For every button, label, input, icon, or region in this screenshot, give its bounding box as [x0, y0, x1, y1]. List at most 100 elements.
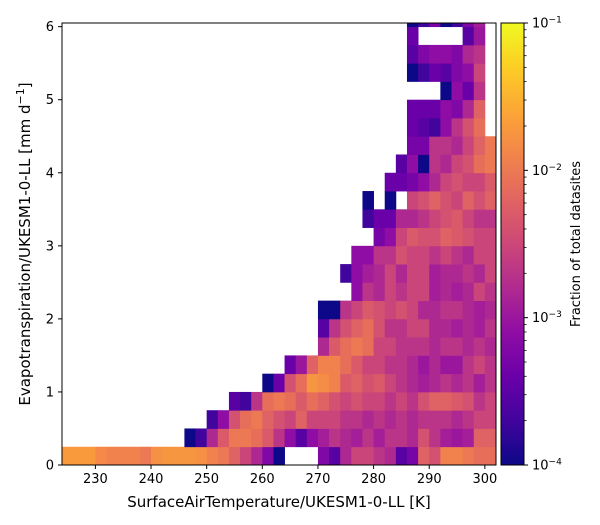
heatmap-cell [440, 63, 452, 82]
heatmap-cell [429, 209, 441, 228]
heatmap-cell [440, 136, 452, 155]
heatmap-cell [373, 355, 386, 375]
heatmap-cell [462, 81, 475, 101]
x-axis: 230 240 250 260 270 280 290 300 [83, 465, 497, 487]
heatmap-cell [228, 428, 241, 448]
heatmap-cell [418, 355, 430, 375]
heatmap-cell [395, 446, 408, 466]
heatmap-cell [117, 446, 130, 466]
heatmap-cell [306, 410, 319, 429]
heatmap-cell [429, 300, 441, 320]
heatmap-cell [395, 428, 408, 448]
heatmap-cell [484, 282, 497, 302]
heatmap-cell [418, 264, 430, 283]
heatmap-cell [429, 191, 441, 210]
heatmap-cell [440, 282, 452, 302]
heatmap-cell [429, 117, 441, 137]
heatmap-cell [418, 136, 430, 155]
heatmap-cell [262, 410, 274, 429]
heatmap-cell [462, 318, 475, 338]
heatmap-cell [184, 446, 196, 466]
heatmap-cell [440, 264, 452, 283]
colorbar-label: Fraction of total datasites [569, 161, 584, 327]
heatmap-cell [340, 355, 352, 375]
heatmap-cell [429, 99, 441, 119]
heatmap-cell [406, 136, 419, 155]
y-tick-label: 3 [46, 239, 54, 254]
heatmap-cell [406, 355, 419, 375]
heatmap-cell [240, 391, 252, 411]
heatmap-cell [406, 23, 419, 28]
heatmap-cell [139, 446, 152, 466]
heatmap-cell [462, 337, 475, 356]
heatmap-cell [451, 446, 464, 466]
heatmap-cell [451, 227, 464, 247]
colorbar-tick-label: 10−1 [532, 16, 562, 32]
heatmap-cell [473, 172, 486, 192]
heatmap-cell [173, 446, 185, 466]
heatmap-cell [473, 209, 486, 228]
heatmap-cell [473, 282, 486, 302]
heatmap-cell [284, 410, 297, 429]
heatmap-cell [406, 26, 419, 46]
heatmap-cell [395, 337, 408, 356]
heatmap-cell [240, 410, 252, 429]
heatmap-cell [429, 318, 441, 338]
heatmap-cell [451, 81, 464, 101]
heatmap-cell [451, 428, 464, 448]
heatmap-cell [429, 44, 441, 64]
heatmap-cell [418, 154, 430, 174]
heatmap-cell [462, 300, 475, 320]
heatmap-cell [351, 373, 363, 393]
heatmap-cell [429, 245, 441, 265]
x-tick-label: 260 [250, 472, 275, 487]
heatmap-cell [240, 428, 252, 448]
x-tick-label: 240 [139, 472, 164, 487]
heatmap-cell [373, 318, 386, 338]
heatmap-cell [473, 99, 486, 119]
y-tick-label: 1 [46, 385, 54, 400]
heatmap-cell [484, 318, 497, 338]
heatmap-cell [251, 391, 263, 411]
heatmap-cell [462, 391, 475, 411]
heatmap-cell [484, 391, 497, 411]
heatmap-cell [362, 318, 374, 338]
heatmap-cell [484, 191, 497, 210]
heatmap-cell [273, 373, 285, 393]
heatmap-cell [384, 300, 397, 320]
heatmap-cell [206, 410, 219, 429]
colorbar-tick-label: 10−4 [532, 458, 562, 474]
heatmap-cell [406, 44, 419, 64]
heatmap-cell [373, 410, 386, 429]
heatmap-cell [395, 410, 408, 429]
heatmap-cell [295, 428, 308, 448]
heatmap-cell [340, 264, 352, 283]
heatmap-cell [418, 428, 430, 448]
heatmap-cell [384, 227, 397, 247]
heatmap-cell [395, 209, 408, 228]
x-tick-label: 230 [83, 472, 108, 487]
heatmap-cell [429, 410, 441, 429]
heatmap-cell [451, 245, 464, 265]
heatmap-cell [418, 300, 430, 320]
heatmap-cell [440, 117, 452, 137]
heatmap-cell [384, 318, 397, 338]
heatmap-cell [351, 337, 363, 356]
heatmap-cell [473, 373, 486, 393]
heatmap-cell [484, 154, 497, 174]
heatmap-cell [395, 318, 408, 338]
heatmap-cell [473, 318, 486, 338]
heatmap-cell [351, 282, 363, 302]
heatmap-cell [473, 245, 486, 265]
heatmap-cell [462, 191, 475, 210]
heatmap-cell [406, 391, 419, 411]
heatmap-cell [462, 44, 475, 64]
heatmap-cell [240, 446, 252, 466]
heatmap-cell [351, 318, 363, 338]
heatmap-cell [406, 373, 419, 393]
heatmap-cell [418, 245, 430, 265]
heatmap-cell [429, 446, 441, 466]
heatmap-cell [373, 428, 386, 448]
heatmap-cell [317, 337, 330, 356]
heatmap-cell [451, 191, 464, 210]
